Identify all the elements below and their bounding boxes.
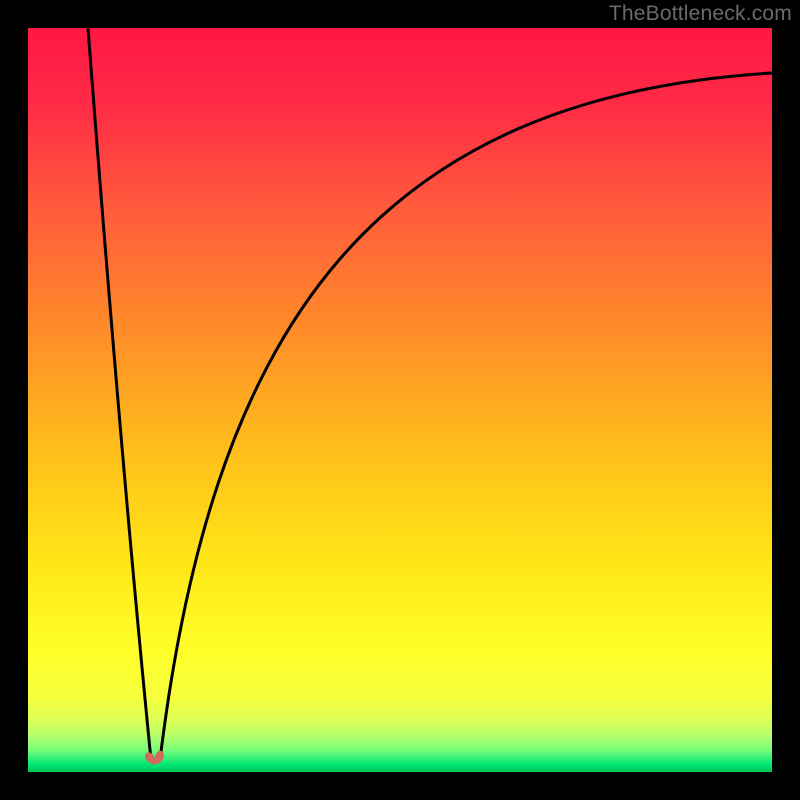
plot-area [28, 28, 772, 772]
heart-icon [145, 750, 166, 765]
watermark-label: TheBottleneck.com [609, 2, 792, 26]
curve-right-branch [160, 73, 772, 760]
optimum-marker [145, 750, 166, 765]
bottleneck-curve-chart [28, 28, 772, 772]
canvas-root: TheBottleneck.com [0, 0, 800, 800]
curve-left-branch [88, 28, 151, 760]
